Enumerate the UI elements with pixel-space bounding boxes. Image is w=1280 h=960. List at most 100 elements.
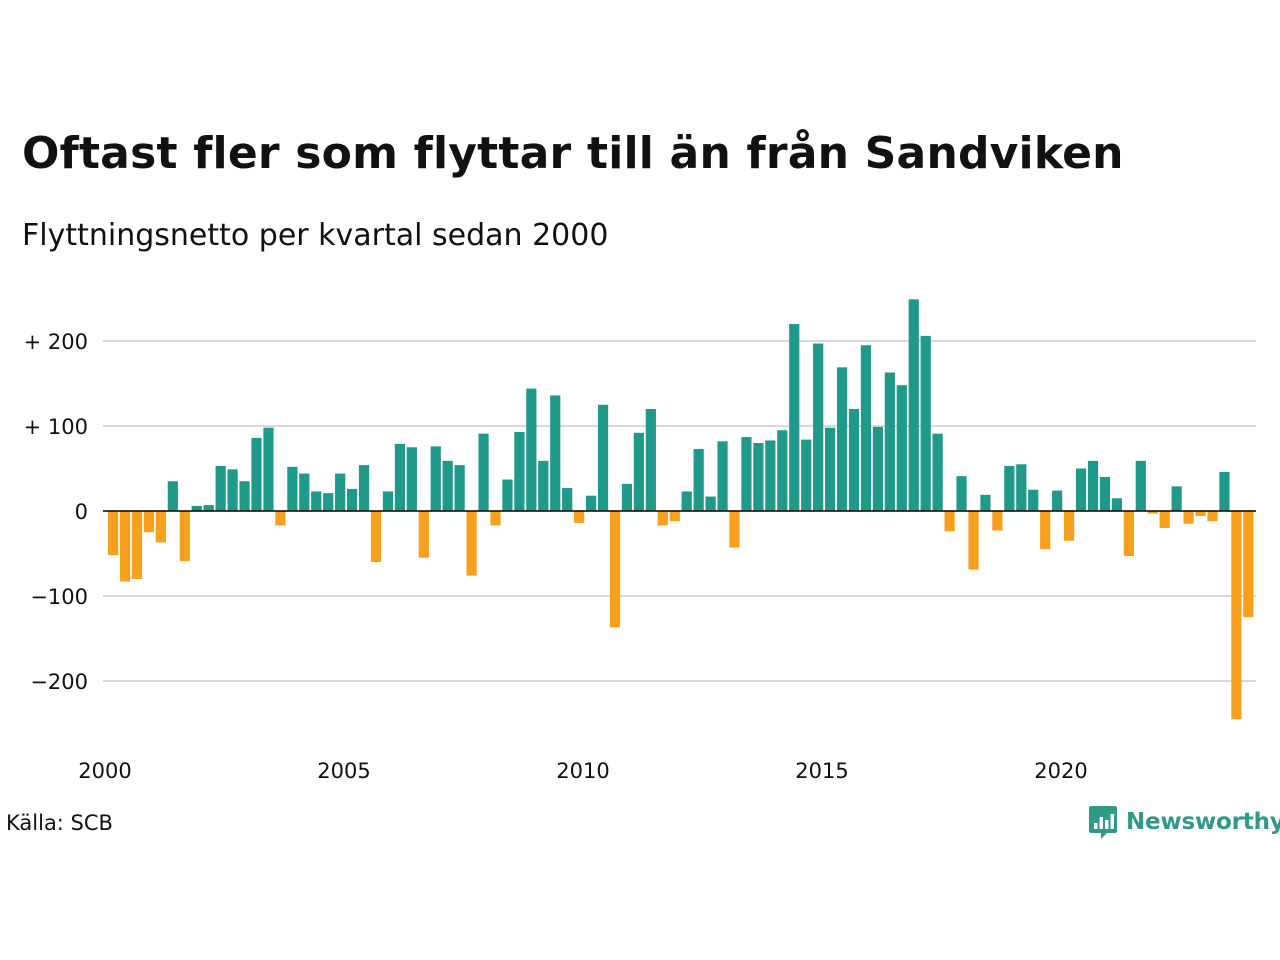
- bar-negative: [119, 511, 131, 582]
- y-tick-label: 0: [75, 500, 88, 524]
- bar-positive: [239, 481, 250, 511]
- brand-logo: Newsworthy: [1088, 804, 1280, 840]
- bar-positive: [825, 427, 836, 511]
- bar-positive: [1219, 471, 1230, 511]
- bar-positive: [597, 404, 609, 511]
- bar-negative: [155, 511, 166, 543]
- chart-title: Oftast fler som flyttar till än från San…: [22, 128, 1124, 179]
- bar-positive: [454, 465, 465, 511]
- bar-positive: [1171, 486, 1182, 511]
- bar-positive: [777, 430, 788, 511]
- bar-positive: [693, 448, 704, 511]
- y-tick-label: + 200: [24, 330, 88, 354]
- bar-positive: [801, 439, 812, 511]
- bar-negative: [370, 511, 382, 562]
- chart-subtitle: Flyttningsnetto per kvartal sedan 2000: [22, 218, 609, 253]
- bar-positive: [908, 299, 919, 511]
- bar-positive: [980, 494, 991, 511]
- bar-positive: [813, 343, 824, 511]
- bar-positive: [1111, 498, 1122, 511]
- bar-positive: [681, 491, 692, 511]
- bar-negative: [944, 511, 955, 532]
- bar-positive: [311, 491, 322, 511]
- bar-positive: [335, 473, 346, 511]
- x-tick-label: 2000: [78, 759, 131, 783]
- bar-positive: [442, 460, 453, 511]
- bar-positive: [932, 433, 943, 511]
- bar-positive: [263, 427, 274, 511]
- bar-positive: [765, 440, 776, 511]
- brand-name: Newsworthy: [1126, 809, 1280, 835]
- bar-negative: [1123, 511, 1134, 557]
- bar-negative: [968, 511, 979, 570]
- bar-positive: [514, 431, 525, 511]
- y-tick-label: + 100: [24, 415, 88, 439]
- bar-positive: [645, 409, 656, 511]
- bar-negative: [729, 511, 740, 548]
- y-tick-label: −100: [30, 585, 88, 609]
- bar-negative: [1064, 511, 1075, 541]
- newsworthy-logo-icon: [1089, 806, 1117, 839]
- bar-positive: [191, 505, 202, 511]
- bar-positive: [1099, 477, 1111, 511]
- bar-positive: [526, 388, 537, 511]
- bar-negative: [609, 511, 621, 628]
- bar-negative: [992, 511, 1003, 531]
- bar-positive: [1075, 468, 1087, 511]
- bar-negative: [669, 511, 680, 522]
- bar-positive: [478, 433, 489, 511]
- bar-positive: [1087, 460, 1099, 511]
- bar-positive: [1004, 465, 1015, 511]
- bar-positive: [406, 447, 417, 511]
- bar-negative: [179, 511, 190, 562]
- bar-positive: [920, 335, 931, 511]
- bar-positive: [430, 446, 441, 511]
- x-tick-label: 2010: [556, 759, 609, 783]
- bar-positive: [884, 372, 895, 511]
- bar-positive: [323, 493, 334, 511]
- bar-positive: [394, 443, 405, 511]
- bar-positive: [299, 473, 310, 511]
- bar-negative: [1207, 511, 1218, 522]
- x-tick-label: 2020: [1034, 759, 1087, 783]
- bar-positive: [287, 466, 298, 511]
- bar-negative: [275, 511, 286, 526]
- bar-positive: [358, 465, 370, 511]
- bar-negative: [1195, 511, 1206, 517]
- bar-positive: [872, 426, 883, 511]
- bar-positive: [538, 460, 549, 511]
- bar-positive: [550, 395, 561, 511]
- source-note: Källa: SCB: [6, 811, 113, 835]
- bar-positive: [215, 465, 226, 511]
- bar-positive: [347, 488, 358, 511]
- bar-positive: [1028, 489, 1039, 511]
- bar-positive: [1135, 460, 1146, 511]
- bar-positive: [836, 367, 848, 511]
- bar-positive: [382, 491, 394, 511]
- bar-positive: [860, 345, 872, 511]
- bar-positive: [251, 437, 262, 511]
- bar-positive: [1052, 490, 1063, 511]
- bar-positive: [203, 505, 214, 511]
- bar-negative: [108, 511, 119, 556]
- bar-positive: [1016, 464, 1027, 511]
- bar-negative: [1231, 511, 1242, 720]
- bar-positive: [227, 469, 238, 511]
- bar-positive: [741, 437, 752, 511]
- x-tick-label: 2005: [317, 759, 370, 783]
- bar-negative: [466, 511, 477, 576]
- bar-positive: [896, 385, 907, 511]
- bar-negative: [1040, 511, 1051, 550]
- bar-positive: [848, 409, 860, 511]
- y-tick-label: −200: [30, 670, 88, 694]
- bar-positive: [167, 481, 178, 511]
- bar-negative: [490, 511, 501, 526]
- bar-positive: [621, 483, 633, 511]
- x-tick-label: 2015: [795, 759, 848, 783]
- bar-positive: [753, 443, 764, 511]
- bar-positive: [789, 324, 800, 511]
- bar-negative: [143, 511, 155, 533]
- bar-positive: [956, 476, 967, 511]
- bar-positive: [502, 479, 513, 511]
